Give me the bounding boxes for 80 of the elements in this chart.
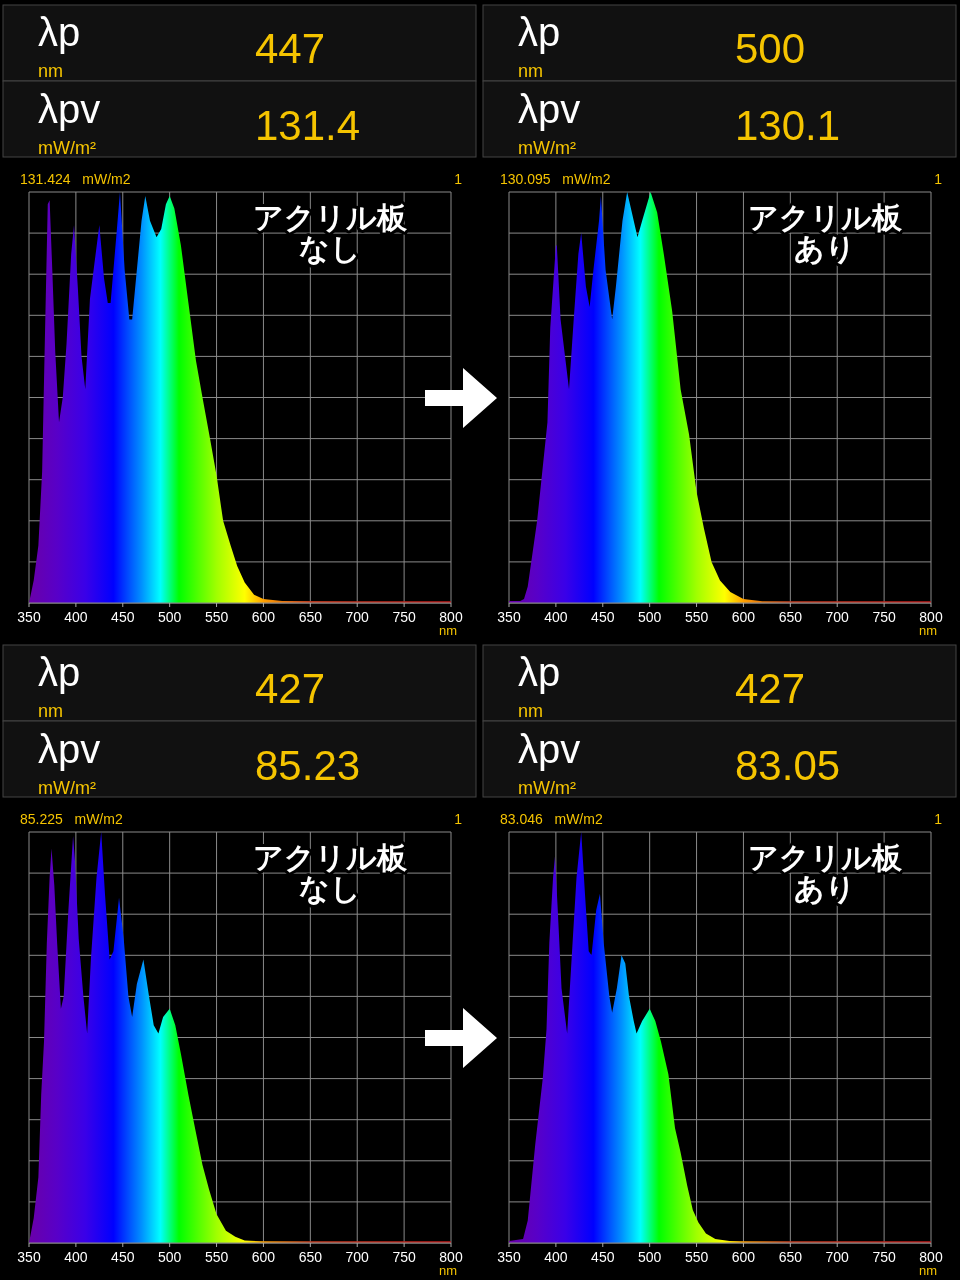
x-tick-label: 350: [497, 1249, 521, 1265]
x-tick-label: 350: [497, 609, 521, 625]
text: mW/m²: [38, 138, 96, 158]
x-tick-label: 350: [17, 1249, 41, 1265]
text: 131.424 mW/m2: [20, 171, 131, 187]
x-tick-label: 350: [17, 609, 41, 625]
x-tick-label: 700: [825, 609, 850, 625]
text: λp: [518, 10, 561, 54]
x-tick-label: 400: [544, 609, 568, 625]
text: 85.225 mW/m2: [20, 811, 123, 827]
x-tick-label: 450: [591, 1249, 615, 1265]
text: 85.23: [255, 742, 361, 789]
x-tick-label: 400: [544, 1249, 568, 1265]
text: 447: [255, 25, 326, 72]
x-tick-label: 450: [111, 609, 135, 625]
x-tick-label: 550: [684, 1249, 709, 1265]
x-tick-label: 450: [591, 609, 615, 625]
x-tick-label: 600: [251, 609, 276, 625]
text: λpv: [38, 727, 101, 771]
text: 131.4: [255, 102, 361, 149]
x-tick-label: 700: [345, 1249, 370, 1265]
text: 500: [735, 25, 806, 72]
text: 1: [934, 811, 943, 827]
x-tick-label: 650: [778, 1249, 803, 1265]
text: λpv: [518, 727, 581, 771]
x-tick-label: 800: [439, 1249, 463, 1265]
x-tick-label: 600: [731, 609, 756, 625]
x-tick-label: 550: [204, 609, 229, 625]
chart-title: アクリル板: [748, 200, 903, 235]
text: mW/m²: [518, 778, 576, 798]
x-tick-label: 500: [637, 1249, 662, 1265]
x-tick-label: 800: [919, 1249, 943, 1265]
x-tick-label: 700: [825, 1249, 850, 1265]
x-tick-label: 750: [872, 609, 896, 625]
x-tick-label: 650: [298, 609, 323, 625]
text: λp: [518, 650, 561, 694]
x-tick-label: 450: [111, 1249, 135, 1265]
text: 83.046 mW/m2: [500, 811, 603, 827]
x-tick-label: 800: [919, 609, 943, 625]
x-tick-label: 400: [64, 1249, 88, 1265]
text: 83.05: [735, 742, 841, 789]
text: nm: [518, 701, 544, 721]
x-tick-label: 650: [778, 609, 803, 625]
text: nm: [38, 61, 64, 81]
text: mW/m²: [38, 778, 96, 798]
x-tick-label: 700: [345, 609, 370, 625]
x-axis-title: nm: [918, 1263, 938, 1278]
x-axis-title: nm: [438, 623, 458, 638]
text: λpv: [518, 87, 581, 131]
text: nm: [38, 701, 64, 721]
text: nm: [518, 61, 544, 81]
x-tick-label: 550: [684, 609, 709, 625]
text: 1: [934, 171, 943, 187]
x-tick-label: 550: [204, 1249, 229, 1265]
x-tick-label: 500: [157, 609, 182, 625]
text: λp: [38, 10, 81, 54]
text: 130.1: [735, 102, 841, 149]
text: 1: [454, 171, 463, 187]
x-axis-title: nm: [438, 1263, 458, 1278]
text: 427: [255, 665, 326, 712]
x-tick-label: 800: [439, 609, 463, 625]
text: λpv: [38, 87, 101, 131]
x-tick-label: 600: [251, 1249, 276, 1265]
x-tick-label: 400: [64, 609, 88, 625]
chart-title: アクリル板: [748, 840, 903, 875]
text: 1: [454, 811, 463, 827]
x-axis-title: nm: [918, 623, 938, 638]
chart-title: アクリル板: [253, 840, 408, 875]
text: mW/m²: [518, 138, 576, 158]
x-tick-label: 750: [872, 1249, 896, 1265]
text: λp: [38, 650, 81, 694]
text: 130.095 mW/m2: [500, 171, 611, 187]
x-tick-label: 650: [298, 1249, 323, 1265]
x-tick-label: 500: [157, 1249, 182, 1265]
x-tick-label: 500: [637, 609, 662, 625]
x-tick-label: 750: [392, 609, 416, 625]
text: 427: [735, 665, 806, 712]
x-tick-label: 600: [731, 1249, 756, 1265]
chart-title: アクリル板: [253, 200, 408, 235]
x-tick-label: 750: [392, 1249, 416, 1265]
